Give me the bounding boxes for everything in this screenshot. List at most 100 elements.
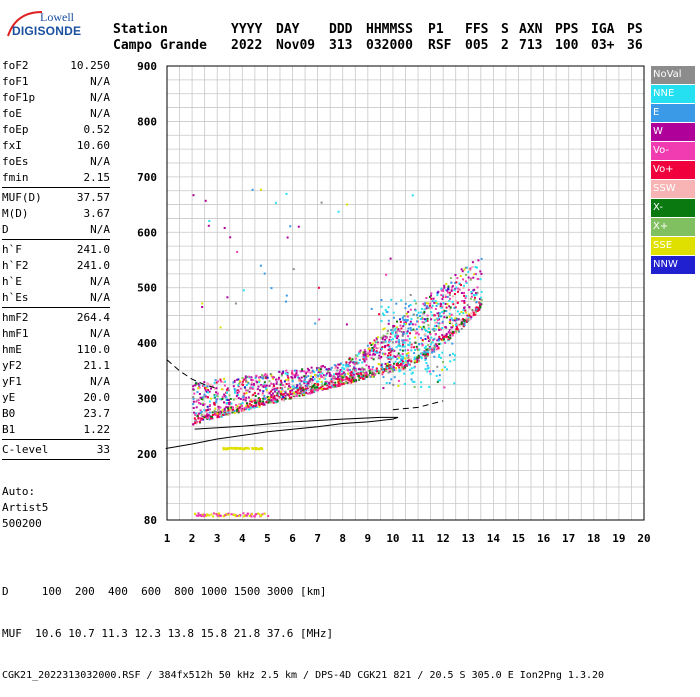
- echo-point: [307, 382, 310, 385]
- echo-point: [450, 317, 453, 320]
- echo-point: [479, 305, 482, 307]
- echo-point: [346, 377, 349, 380]
- echo-point: [463, 300, 466, 302]
- echo-point: [351, 376, 354, 379]
- echo-point: [354, 361, 357, 364]
- echo-point: [241, 404, 244, 407]
- echo-point: [407, 354, 410, 357]
- header-value-hhmmss: 032000: [366, 38, 413, 53]
- echo-point: [284, 391, 287, 394]
- echo-point: [317, 286, 320, 289]
- echo-point: [213, 409, 216, 412]
- echo-point: [305, 376, 308, 379]
- echo-point: [451, 334, 454, 337]
- echo-point: [419, 356, 422, 359]
- echo-point: [459, 319, 462, 322]
- echo-point: [295, 369, 298, 372]
- echo-point: [469, 277, 472, 280]
- echo-point: [332, 384, 335, 387]
- echo-point: [228, 394, 231, 397]
- echo-point: [477, 259, 480, 262]
- echo-point: [298, 394, 301, 397]
- echo-point: [313, 371, 316, 374]
- echo-point: [404, 302, 407, 305]
- echo-point: [237, 384, 239, 387]
- echo-point: [437, 379, 440, 382]
- echo-point: [237, 397, 240, 400]
- echo-point: [218, 411, 220, 414]
- echo-point: [300, 387, 303, 390]
- echo-point: [416, 356, 419, 359]
- echo-point: [437, 302, 440, 305]
- echo-point: [284, 372, 287, 375]
- echo-point: [416, 316, 419, 319]
- echo-point: [463, 301, 466, 304]
- echo-point: [350, 381, 353, 384]
- echo-point: [198, 393, 201, 395]
- echo-point: [204, 199, 207, 202]
- echo-point: [390, 368, 393, 371]
- param-row-foes: foEs N/A: [2, 154, 110, 170]
- param-row-foe: foE N/A: [2, 106, 110, 122]
- param-row-clevel: C-level 33: [2, 442, 110, 458]
- echo-point: [479, 278, 482, 281]
- echo-point: [205, 389, 208, 392]
- echo-point: [297, 376, 299, 379]
- echo-point: [291, 380, 294, 383]
- echo-point: [362, 377, 365, 380]
- echo-point: [430, 297, 433, 300]
- echo-point: [280, 379, 282, 382]
- echo-point: [410, 372, 413, 375]
- footer-distance-row: D 100 200 400 600 800 1000 1500 3000 [km…: [2, 585, 327, 598]
- echo-point: [468, 269, 471, 272]
- echo-point: [207, 224, 210, 227]
- echo-point: [426, 350, 429, 353]
- echo-point: [397, 384, 400, 387]
- echo-point: [401, 366, 404, 369]
- echo-point: [348, 357, 351, 360]
- echo-point: [201, 302, 204, 305]
- echo-point: [406, 315, 409, 318]
- echo-point: [340, 377, 343, 380]
- echo-point: [256, 399, 259, 402]
- echo-point: [222, 414, 225, 416]
- echo-point: [368, 365, 370, 368]
- echo-point: [313, 389, 316, 392]
- echo-point: [475, 293, 478, 296]
- echo-point: [200, 410, 203, 413]
- param-row-hmf2: hmF2 264.4: [2, 310, 110, 326]
- echo-point: [232, 406, 234, 409]
- header-value-s: 2: [501, 38, 509, 53]
- echo-point: [250, 383, 253, 386]
- echo-point: [298, 387, 301, 390]
- echo-point: [436, 312, 439, 315]
- echo-point: [196, 415, 199, 418]
- echo-point: [467, 276, 470, 279]
- echo-point: [280, 392, 283, 395]
- echo-point: [258, 405, 261, 408]
- echo-point: [242, 515, 245, 518]
- echo-point: [452, 352, 454, 355]
- echo-point: [349, 379, 352, 382]
- echo-point: [471, 266, 474, 269]
- echo-point: [246, 404, 249, 407]
- echo-point: [443, 286, 446, 289]
- echo-point: [318, 377, 321, 380]
- echo-point: [387, 371, 390, 374]
- echo-point: [436, 365, 439, 368]
- echo-point: [285, 192, 288, 195]
- param-name: hmF2: [2, 311, 29, 324]
- echo-point: [347, 364, 350, 367]
- echo-point: [247, 382, 250, 385]
- echo-point: [449, 297, 451, 300]
- echo-point: [236, 410, 239, 413]
- y-tick-label: 700: [137, 171, 157, 184]
- echo-point: [423, 302, 426, 305]
- param-row-hmf1: hmF1 N/A: [2, 326, 110, 342]
- echo-point: [223, 377, 226, 380]
- param-value: N/A: [90, 91, 110, 104]
- y-tick-label: 500: [137, 282, 157, 295]
- echo-point: [362, 374, 365, 377]
- echo-point: [243, 408, 246, 411]
- echo-point: [441, 368, 444, 371]
